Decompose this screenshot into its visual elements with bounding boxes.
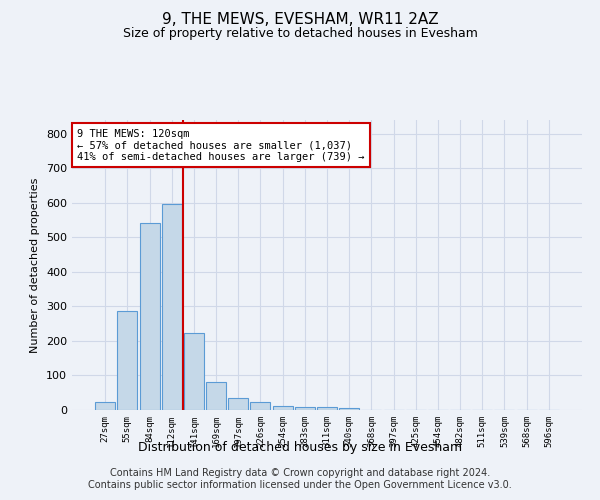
Bar [184, 333, 204, 410]
Text: 9 THE MEWS: 120sqm
← 57% of detached houses are smaller (1,037)
41% of semi-deta: 9 THE MEWS: 120sqm ← 57% of detached hou… [77, 128, 365, 162]
Text: 9, THE MEWS, EVESHAM, WR11 2AZ: 9, THE MEWS, EVESHAM, WR11 2AZ [161, 12, 439, 28]
Text: Size of property relative to detached houses in Evesham: Size of property relative to detached ho… [122, 28, 478, 40]
Text: Distribution of detached houses by size in Evesham: Distribution of detached houses by size … [138, 441, 462, 454]
Bar [118, 310, 137, 410]
Bar [95, 402, 115, 410]
Bar [250, 402, 271, 410]
Bar [295, 406, 315, 410]
Y-axis label: Number of detached properties: Number of detached properties [31, 178, 40, 352]
Bar [162, 204, 182, 410]
Bar [317, 407, 337, 410]
Bar [272, 406, 293, 410]
Bar [228, 398, 248, 410]
Bar [339, 408, 359, 410]
Text: Contains HM Land Registry data © Crown copyright and database right 2024.
Contai: Contains HM Land Registry data © Crown c… [88, 468, 512, 490]
Bar [206, 382, 226, 410]
Bar [140, 222, 160, 410]
